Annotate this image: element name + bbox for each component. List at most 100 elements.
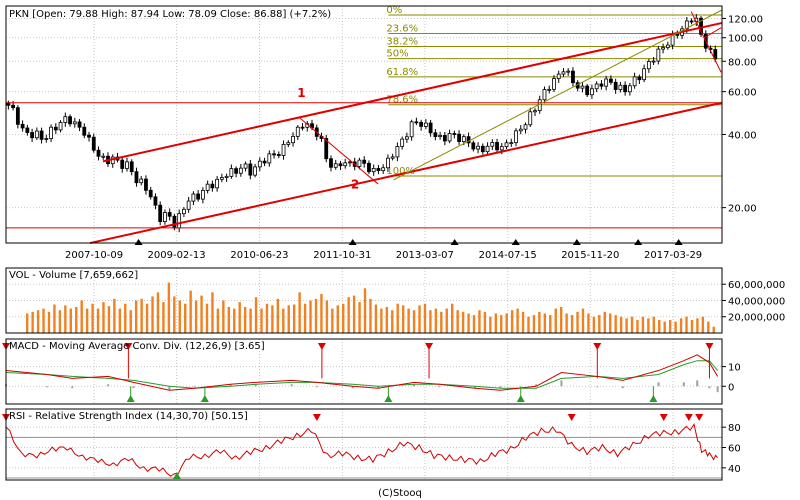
candle <box>509 142 514 145</box>
macd-histogram-bar <box>696 380 699 387</box>
candle <box>25 127 30 133</box>
candle <box>423 122 428 127</box>
sell-signal-marker <box>124 343 133 350</box>
volume-bar <box>663 321 666 333</box>
volume-bar <box>189 290 192 333</box>
volume-bar <box>47 311 51 333</box>
candle <box>428 122 433 134</box>
volume-bar <box>445 308 448 333</box>
candle <box>452 133 457 135</box>
macd-histogram-bar <box>499 386 502 389</box>
volume-bar <box>641 316 645 333</box>
volume-bar <box>80 300 83 333</box>
volume-bar <box>254 297 258 333</box>
volume-bar <box>216 308 220 333</box>
candle <box>632 76 637 87</box>
candle <box>238 167 243 174</box>
candle <box>642 68 647 81</box>
volume-bar <box>559 306 563 333</box>
volume-bar <box>211 292 214 333</box>
candle <box>243 163 248 169</box>
candle <box>476 145 480 150</box>
fib-level-label: 50% <box>386 49 408 60</box>
candle <box>400 138 405 147</box>
candle <box>371 167 376 173</box>
volume-bar <box>576 311 579 333</box>
candle <box>485 145 490 153</box>
candle <box>139 178 144 184</box>
candle <box>556 73 561 80</box>
volume-bar <box>298 292 301 333</box>
candle <box>480 145 485 153</box>
volume-bar <box>140 298 143 333</box>
copyright-credit: (C)Stooq <box>378 488 422 499</box>
price-y-tick-label: 100.00 <box>728 34 763 45</box>
macd-histogram-bar <box>535 384 538 387</box>
candle <box>58 122 63 131</box>
volume-bar <box>707 321 710 333</box>
volume-y-tick-label: 40,000,000 <box>728 296 785 307</box>
candle <box>580 85 585 89</box>
wave-label: 2 <box>351 177 359 191</box>
buy-signal-marker <box>384 395 393 402</box>
volume-bar <box>538 311 541 333</box>
candle <box>713 49 718 60</box>
price-y-tick-label: 80.00 <box>728 57 757 68</box>
volume-bar <box>696 318 699 333</box>
volume-bar <box>554 308 557 333</box>
candle <box>219 177 224 180</box>
candle <box>523 124 528 130</box>
candle <box>234 168 238 174</box>
volume-bar <box>238 302 241 333</box>
macd-histogram-bar <box>560 380 563 387</box>
candle <box>68 116 72 125</box>
channel-upper-line <box>102 21 723 163</box>
candle <box>499 146 504 151</box>
volume-bar <box>58 310 62 333</box>
candle <box>471 142 476 150</box>
candle <box>91 136 96 151</box>
volume-bar <box>581 308 585 333</box>
candle <box>286 142 291 145</box>
grid-layer <box>6 6 722 480</box>
volume-bar <box>282 308 285 333</box>
volume-bar <box>609 313 612 333</box>
buy-signal-marker <box>516 395 525 402</box>
candle <box>215 178 220 189</box>
macd-histogram-bar <box>412 384 415 387</box>
macd-histogram-bar <box>682 382 685 387</box>
macd-histogram-bar <box>621 386 624 389</box>
macd-histogram-bar <box>290 384 293 387</box>
macd-histogram-bar <box>474 386 477 389</box>
candle <box>386 157 390 169</box>
macd-histogram-bar <box>193 386 196 388</box>
x-tick-label: 2014-07-15 <box>479 250 537 261</box>
candle <box>229 168 234 177</box>
volume-bar <box>303 303 307 333</box>
candle <box>163 212 167 223</box>
candle <box>253 166 257 176</box>
wave-label: 3 <box>690 0 698 1</box>
volume-bar <box>320 293 323 333</box>
buy-signal-marker <box>649 395 658 402</box>
volume-bar <box>674 321 677 333</box>
candle <box>30 132 34 139</box>
candle <box>272 153 276 156</box>
candle <box>96 149 101 157</box>
volume-bar <box>467 313 470 333</box>
volume-bar <box>276 298 280 333</box>
candle <box>267 153 272 164</box>
volume-bar <box>532 315 536 333</box>
macd-histogram-bar <box>596 386 599 388</box>
candle <box>167 212 172 217</box>
candle <box>44 138 49 140</box>
volume-bar <box>570 315 574 333</box>
volume-bar <box>342 303 345 333</box>
volume-bar <box>75 306 78 333</box>
macd-signal-line <box>5 360 719 389</box>
volume-bar <box>647 318 650 333</box>
volume-bar <box>461 311 465 333</box>
candle <box>542 89 547 101</box>
trend-channel: 1 2 3 <box>6 0 723 245</box>
macd-histogram-bar <box>716 386 719 393</box>
